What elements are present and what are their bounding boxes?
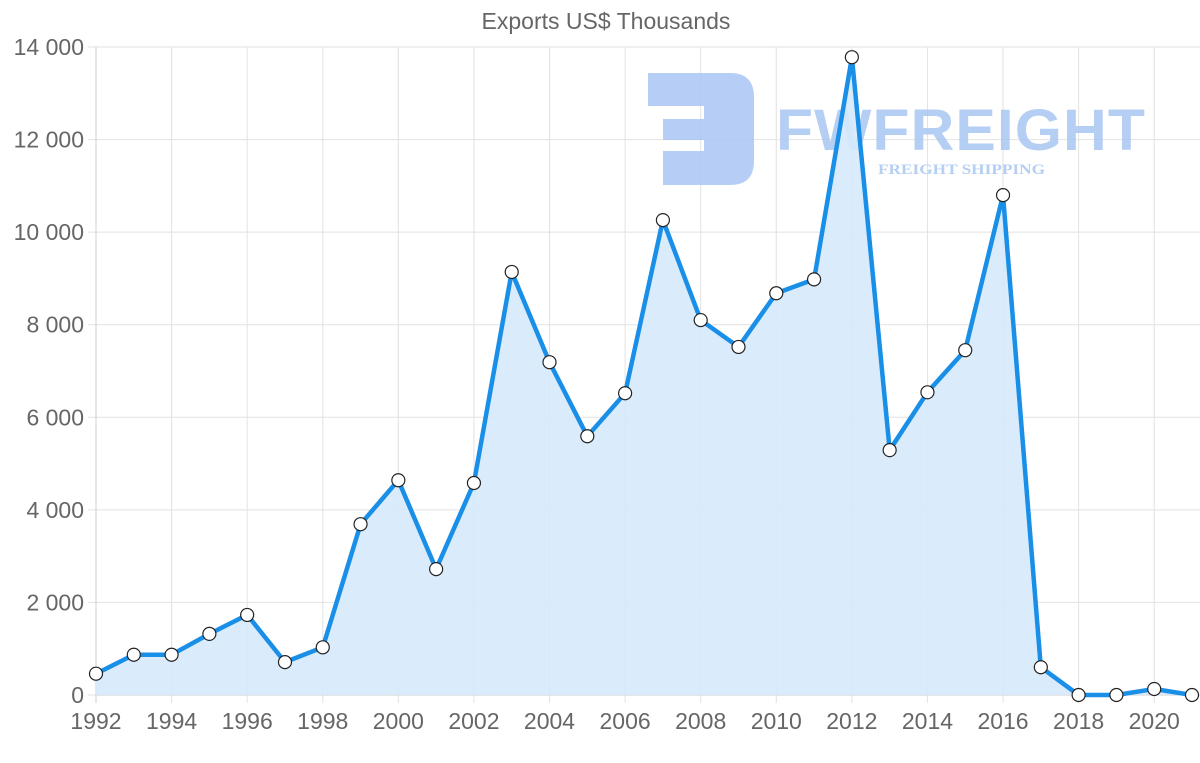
data-point[interactable] (844, 50, 859, 65)
data-line (94, 54, 1193, 698)
data-point[interactable] (429, 562, 444, 577)
data-point[interactable] (693, 312, 708, 328)
x-tick-label: 2004 (524, 708, 575, 734)
data-point[interactable] (1033, 660, 1048, 675)
data-point[interactable] (1109, 687, 1124, 703)
data-point[interactable] (126, 647, 141, 662)
y-tick-label: 6 000 (26, 404, 84, 430)
x-tick-label: 1992 (70, 708, 121, 734)
x-axis: 1992 1994 1996 1998 2000 2002 2004 2006 2008 2010… (70, 708, 1179, 734)
data-point[interactable] (806, 272, 822, 287)
x-tick-label: 2008 (675, 708, 726, 734)
data-point[interactable] (1147, 681, 1162, 697)
y-tick-label: 10 000 (14, 219, 84, 245)
data-point[interactable] (769, 286, 784, 301)
x-tick-label: 2014 (902, 708, 953, 734)
data-point[interactable] (958, 343, 973, 358)
x-tick-label: 1994 (146, 708, 197, 734)
x-tick-label: 2010 (751, 708, 802, 734)
data-point[interactable] (580, 429, 595, 444)
data-point[interactable] (882, 443, 897, 458)
data-point[interactable] (1071, 687, 1086, 703)
x-tick-label: 2016 (977, 708, 1028, 734)
x-tick-label: 2000 (373, 708, 424, 734)
area-fill (96, 57, 1192, 695)
data-point[interactable] (277, 655, 293, 670)
chart-title: Exports US$ Thousands (481, 8, 731, 34)
data-point[interactable] (240, 607, 255, 623)
x-tick-label: 2002 (448, 708, 499, 734)
x-tick-label: 2006 (600, 708, 651, 734)
x-tick-label: 1996 (222, 708, 273, 734)
data-points (88, 50, 1200, 703)
data-point[interactable] (731, 339, 746, 355)
y-axis: 0 2 000 4 000 6 000 8 000 10 000 12 000 14 000 (14, 34, 84, 708)
fwfreight-watermark: FWFREIGHT FREIGHT SHIPPING (648, 73, 1146, 185)
data-point[interactable] (88, 666, 104, 681)
x-tick-label: 2012 (826, 708, 877, 734)
data-point[interactable] (504, 264, 519, 280)
x-tick-label: 2018 (1053, 708, 1104, 734)
watermark-brand: FWFREIGHT (776, 98, 1146, 163)
data-point[interactable] (618, 386, 633, 401)
data-point[interactable] (655, 213, 670, 228)
y-tick-label: 14 000 (14, 34, 84, 60)
watermark-logo-icon (648, 73, 754, 185)
watermark-tagline: FREIGHT SHIPPING (878, 162, 1045, 178)
data-point[interactable] (353, 517, 368, 532)
y-tick-label: 4 000 (26, 497, 84, 523)
data-point[interactable] (315, 640, 330, 655)
data-point[interactable] (466, 475, 482, 491)
y-tick-label: 8 000 (26, 312, 84, 338)
data-point[interactable] (995, 188, 1011, 203)
data-point[interactable] (542, 355, 557, 370)
y-tick-label: 2 000 (26, 589, 84, 615)
data-point[interactable] (202, 626, 217, 642)
data-point[interactable] (1184, 687, 1200, 703)
y-tick-label: 12 000 (14, 127, 84, 153)
data-point[interactable] (164, 647, 179, 662)
data-point[interactable] (391, 473, 406, 488)
x-tick-label: 2020 (1129, 708, 1180, 734)
y-tick-label: 0 (71, 682, 84, 708)
data-point[interactable] (920, 385, 935, 400)
x-tick-label: 1998 (297, 708, 348, 734)
